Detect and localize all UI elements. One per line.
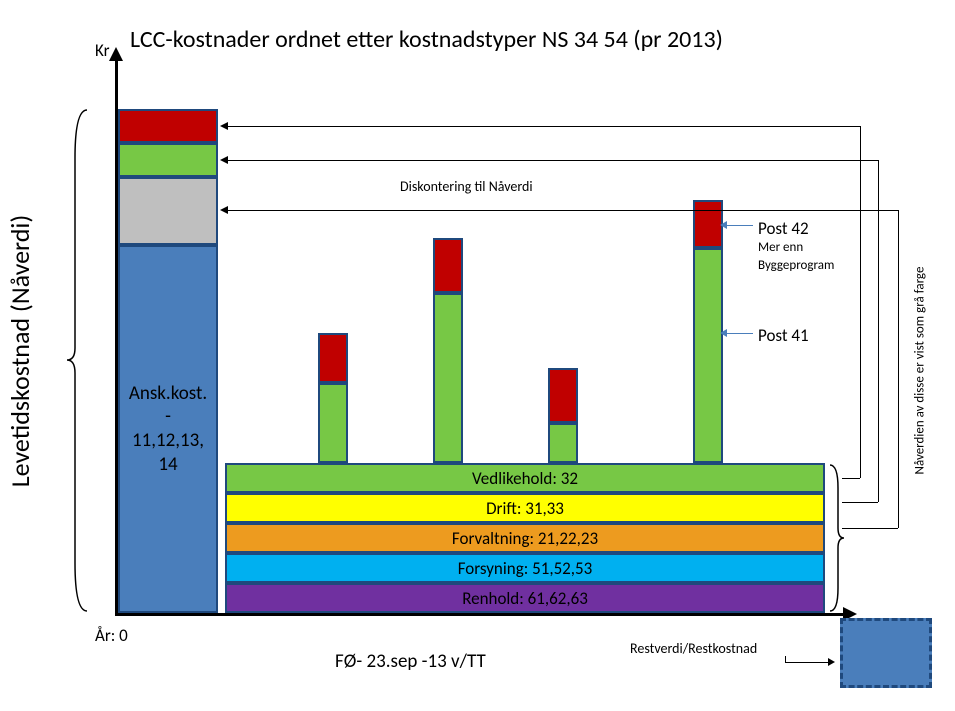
- post41-arrowhead: [720, 329, 727, 337]
- x-axis-label: År: 0: [95, 625, 128, 646]
- y-axis-label: Kr: [95, 40, 110, 61]
- restverdi-box: [840, 618, 932, 688]
- restverdi-arrowhead: [828, 658, 835, 666]
- stack-seg-red: [118, 109, 218, 143]
- stack-seg-green: [118, 143, 218, 177]
- disc-arrow-1: [228, 126, 860, 127]
- x-axis: [115, 613, 845, 616]
- restverdi-arrow-h: [785, 662, 830, 663]
- layer-renhold: Renhold: 61,62,63: [225, 583, 825, 613]
- spike2-red: [433, 238, 463, 293]
- layer-forvaltning: Forvaltning: 21,22,23: [225, 523, 825, 553]
- left-brace: [65, 108, 90, 613]
- vconn-1: [860, 126, 861, 478]
- post42-sub2: Byggeprogram: [758, 258, 834, 273]
- spike4-green: [693, 248, 723, 463]
- left-rotated-text: Levetidskostnad (Nåverdi): [4, 215, 36, 488]
- restverdi-label: Restverdi/Restkostnad: [630, 640, 757, 657]
- hconn-2: [842, 502, 878, 503]
- vconn-3: [898, 210, 899, 528]
- post42-sub1: Mer enn: [758, 240, 803, 255]
- spike1-green: [318, 383, 348, 463]
- discounting-label: Diskontering til Nåverdi: [400, 178, 533, 195]
- chart-title: LCC-kostnader ordnet etter kostnadstyper…: [130, 25, 723, 54]
- spike2-green: [433, 293, 463, 463]
- hconn-3: [842, 528, 898, 529]
- post41-arrow: [725, 333, 753, 334]
- layer-forsyning: Forsyning: 51,52,53: [225, 553, 825, 583]
- spike3-green: [548, 423, 578, 463]
- disc-arrow-2: [228, 160, 878, 161]
- post42-label: Post 42: [758, 218, 809, 239]
- restverdi-arrow-v: [785, 656, 786, 663]
- post41-label: Post 41: [758, 325, 809, 346]
- right-rotated-label: Nåverdien av disse er vist som grå farge: [910, 245, 930, 495]
- right-brace: [828, 463, 846, 613]
- stack-seg-blue: Ansk.kost. - 11,12,13, 14: [118, 245, 218, 613]
- layer-vedlikehold: Vedlikehold: 32: [225, 463, 825, 493]
- y-axis-arrow: [109, 47, 123, 61]
- post42-arrowhead: [720, 221, 727, 229]
- spike3-red: [548, 368, 578, 423]
- right-rotated-text: Nåverdien av disse er vist som grå farge: [913, 267, 928, 475]
- spike1-red: [318, 333, 348, 383]
- layer-drift: Drift: 31,33: [225, 493, 825, 523]
- stack-seg-gray: [118, 177, 218, 245]
- disc-arrow-3: [228, 210, 898, 211]
- vconn-2: [878, 160, 879, 502]
- left-rotated-label: Levetidskostnad (Nåverdi): [5, 195, 35, 505]
- post42-arrow: [725, 225, 753, 226]
- spike4-red: [693, 200, 723, 248]
- footer-text: FØ- 23.sep -13 v/TT: [335, 650, 486, 673]
